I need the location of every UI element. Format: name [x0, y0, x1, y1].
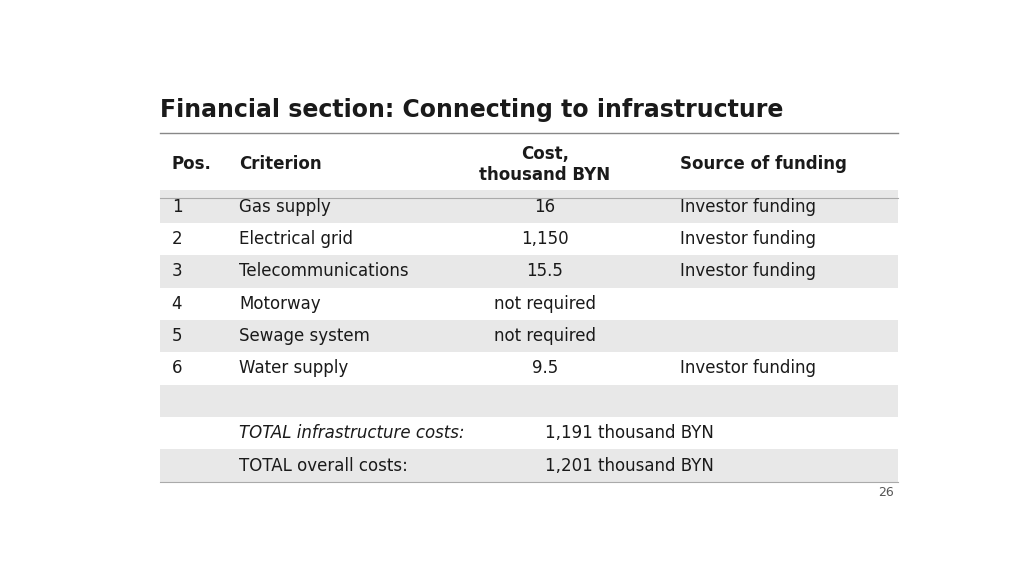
Text: Sewage system: Sewage system — [240, 327, 370, 345]
Text: not required: not required — [494, 327, 596, 345]
Text: Electrical grid: Electrical grid — [240, 230, 353, 248]
Text: 3: 3 — [172, 262, 182, 281]
Text: Investor funding: Investor funding — [680, 230, 815, 248]
Text: Water supply: Water supply — [240, 359, 348, 377]
Text: Pos.: Pos. — [172, 156, 212, 173]
Text: 1,191 thousand BYN: 1,191 thousand BYN — [545, 425, 714, 442]
Text: TOTAL infrastructure costs:: TOTAL infrastructure costs: — [240, 425, 465, 442]
Text: Criterion: Criterion — [240, 156, 322, 173]
Text: Source of funding: Source of funding — [680, 156, 847, 173]
Text: 1,150: 1,150 — [521, 230, 568, 248]
FancyBboxPatch shape — [160, 255, 898, 287]
Text: 2: 2 — [172, 230, 182, 248]
Text: 5: 5 — [172, 327, 182, 345]
FancyBboxPatch shape — [160, 353, 898, 385]
Text: 1,201 thousand BYN: 1,201 thousand BYN — [545, 457, 714, 475]
Text: Investor funding: Investor funding — [680, 359, 815, 377]
Text: TOTAL overall costs:: TOTAL overall costs: — [240, 457, 408, 475]
Text: Cost,
thousand BYN: Cost, thousand BYN — [479, 145, 610, 184]
Text: Financial section: Connecting to infrastructure: Financial section: Connecting to infrast… — [160, 98, 783, 122]
Text: Motorway: Motorway — [240, 295, 321, 313]
Text: 16: 16 — [535, 198, 555, 215]
FancyBboxPatch shape — [160, 417, 898, 449]
Text: not required: not required — [494, 295, 596, 313]
Text: 26: 26 — [878, 486, 894, 499]
FancyBboxPatch shape — [160, 320, 898, 353]
Text: 1: 1 — [172, 198, 182, 215]
Text: Investor funding: Investor funding — [680, 198, 815, 215]
FancyBboxPatch shape — [160, 449, 898, 482]
Text: Investor funding: Investor funding — [680, 262, 815, 281]
Text: 4: 4 — [172, 295, 182, 313]
Text: 6: 6 — [172, 359, 182, 377]
Text: Gas supply: Gas supply — [240, 198, 331, 215]
FancyBboxPatch shape — [160, 191, 898, 223]
Text: 15.5: 15.5 — [526, 262, 563, 281]
Text: Telecommunications: Telecommunications — [240, 262, 409, 281]
FancyBboxPatch shape — [160, 287, 898, 320]
FancyBboxPatch shape — [160, 385, 898, 417]
FancyBboxPatch shape — [160, 223, 898, 255]
Text: 9.5: 9.5 — [531, 359, 558, 377]
